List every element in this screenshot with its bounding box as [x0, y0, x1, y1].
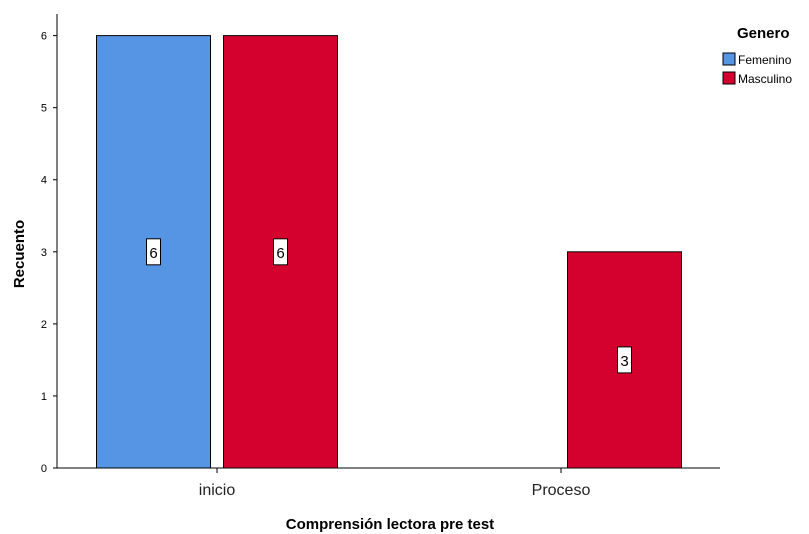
data-label: 3: [620, 353, 628, 370]
data-label-box: [146, 238, 161, 266]
x-tick-label: Proceso: [532, 482, 591, 499]
axes: [56, 14, 720, 469]
x-tick-label: inicio: [199, 482, 236, 499]
y-tick-label: 4: [41, 175, 47, 187]
y-tick-label: 0: [41, 463, 47, 475]
y-axis-ticks: 0 1 2 3 4 5 6: [41, 31, 57, 475]
data-label-box: [273, 238, 288, 266]
legend-swatch-masculino: [722, 71, 736, 85]
y-tick-label: 6: [41, 31, 47, 43]
y-axis-title: Recuento: [11, 220, 28, 288]
data-label-box: [617, 346, 632, 374]
y-tick-label: 1: [41, 391, 47, 403]
legend-title: Genero: [737, 25, 790, 42]
data-labels: 6 6 3: [146, 238, 632, 374]
data-label: 6: [276, 245, 284, 262]
y-tick-label: 5: [41, 103, 47, 115]
legend-label-masculino: Masculino: [738, 72, 792, 86]
legend-label-femenino: Femenino: [738, 53, 792, 67]
legend: Genero Femenino Masculino: [722, 25, 792, 86]
data-label: 6: [149, 245, 157, 262]
x-axis-title: Comprensión lectora pre test: [286, 516, 494, 533]
legend-swatch-femenino: [722, 52, 736, 66]
y-tick-label: 3: [41, 247, 47, 259]
x-axis-ticks: inicio Proceso: [199, 468, 591, 499]
y-tick-label: 2: [41, 319, 47, 331]
bars: [96, 35, 682, 469]
